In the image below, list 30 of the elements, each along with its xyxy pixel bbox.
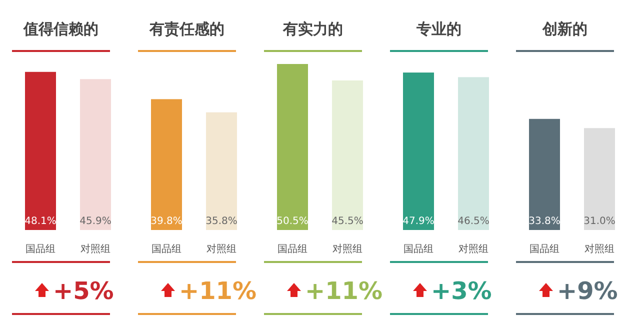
data-label: 33.8% xyxy=(528,216,560,227)
chart-title: 有责任感的 xyxy=(148,20,224,38)
data-label: 45.9% xyxy=(80,216,112,227)
x-tick-label: 对照组 xyxy=(80,243,110,255)
chart-title: 值得信赖的 xyxy=(22,20,98,38)
data-label: 39.8% xyxy=(150,216,182,227)
text: +11% xyxy=(305,277,383,305)
text: +5% xyxy=(53,277,114,305)
x-tick-label: 国品组 xyxy=(278,243,308,255)
data-label: 46.5% xyxy=(458,216,490,227)
x-tick-label: 对照组 xyxy=(206,243,236,255)
x-tick-label: 对照组 xyxy=(458,243,488,255)
x-tick-label: 对照组 xyxy=(584,243,614,255)
data-label: 31.0% xyxy=(584,216,616,227)
text: +11% xyxy=(179,277,257,305)
x-tick-label: 对照组 xyxy=(332,243,362,255)
text: +9% xyxy=(557,277,618,305)
x-tick-label: 国品组 xyxy=(404,243,434,255)
text: +3% xyxy=(431,277,492,305)
chart-title: 专业的 xyxy=(416,20,462,38)
data-label: 50.5% xyxy=(276,216,308,227)
chart-title: 创新的 xyxy=(542,20,588,38)
data-label: 35.8% xyxy=(206,216,238,227)
x-tick-label: 国品组 xyxy=(26,243,56,255)
chart-title: 有实力的 xyxy=(282,20,343,38)
data-label: 45.5% xyxy=(332,216,364,227)
x-tick-label: 国品组 xyxy=(152,243,182,255)
data-label: 48.1% xyxy=(24,216,56,227)
x-tick-label: 国品组 xyxy=(530,243,560,255)
data-label: 47.9% xyxy=(402,216,434,227)
